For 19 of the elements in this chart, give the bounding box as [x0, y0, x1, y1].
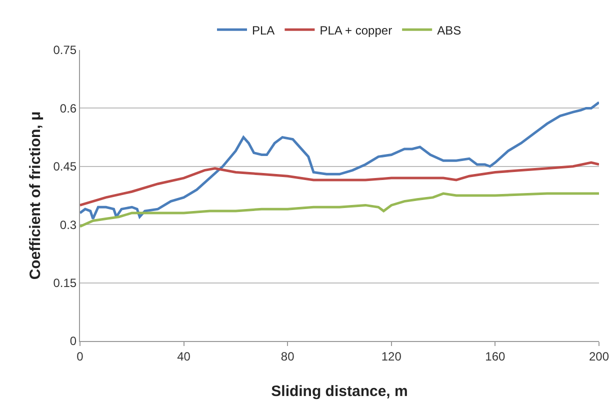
x-tick-label: 160 — [485, 349, 506, 364]
line-series — [80, 101, 599, 220]
y-tick-label: 0.3 — [60, 218, 77, 232]
x-tick-label: 200 — [588, 349, 610, 364]
x-axis-title: Sliding distance, m — [271, 383, 408, 400]
y-tick-label: 0.75 — [53, 43, 77, 58]
y-tick-label: 0.6 — [60, 101, 77, 116]
legend-label: ABS — [437, 23, 462, 38]
x-tick-label: 40 — [177, 349, 191, 364]
legend-label: PLA — [252, 23, 275, 38]
legend-label: PLA + copper — [320, 23, 392, 38]
y-tick-label: 0 — [70, 334, 77, 348]
y-tick-label: 0.45 — [53, 160, 77, 174]
x-tick-label: 80 — [280, 349, 295, 364]
y-axis-title: Coefficient of friction, μ — [27, 111, 44, 280]
x-tick-label: 120 — [381, 349, 402, 364]
y-tick-label: 0.15 — [53, 276, 77, 290]
line-series — [80, 192, 599, 228]
line-series — [80, 161, 599, 206]
